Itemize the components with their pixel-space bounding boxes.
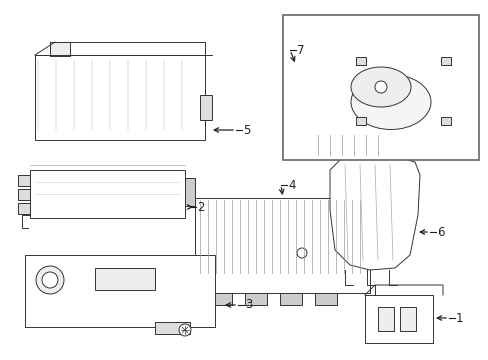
Bar — [399, 307, 415, 331]
Bar — [314, 293, 336, 305]
Text: 4: 4 — [287, 179, 295, 192]
Text: 7: 7 — [296, 44, 304, 57]
Bar — [440, 117, 450, 125]
FancyBboxPatch shape — [35, 55, 204, 140]
Text: 5: 5 — [243, 123, 250, 136]
Bar — [50, 42, 70, 56]
Bar — [95, 268, 155, 290]
Bar — [18, 189, 30, 200]
Bar — [155, 322, 190, 334]
Circle shape — [374, 81, 386, 93]
Bar — [283, 15, 478, 160]
Bar — [280, 293, 302, 305]
Bar — [30, 170, 184, 218]
Bar — [244, 293, 266, 305]
Bar — [440, 57, 450, 65]
Bar — [209, 293, 231, 305]
Ellipse shape — [350, 75, 430, 130]
Bar — [18, 203, 30, 214]
Bar — [355, 117, 365, 125]
Text: 2: 2 — [197, 201, 204, 213]
Text: 1: 1 — [455, 311, 463, 324]
Circle shape — [179, 324, 191, 336]
Text: 6: 6 — [436, 225, 444, 239]
Bar — [195, 198, 369, 293]
Circle shape — [36, 266, 64, 294]
Circle shape — [296, 248, 306, 258]
Bar — [25, 255, 215, 327]
Ellipse shape — [350, 67, 410, 107]
Bar — [369, 213, 381, 248]
Bar — [184, 178, 195, 206]
Bar — [355, 57, 365, 65]
Bar — [364, 295, 432, 343]
Text: 3: 3 — [244, 298, 252, 311]
Bar — [18, 175, 30, 186]
Bar — [200, 95, 212, 120]
Bar — [377, 307, 393, 331]
Polygon shape — [329, 155, 419, 270]
Circle shape — [42, 272, 58, 288]
